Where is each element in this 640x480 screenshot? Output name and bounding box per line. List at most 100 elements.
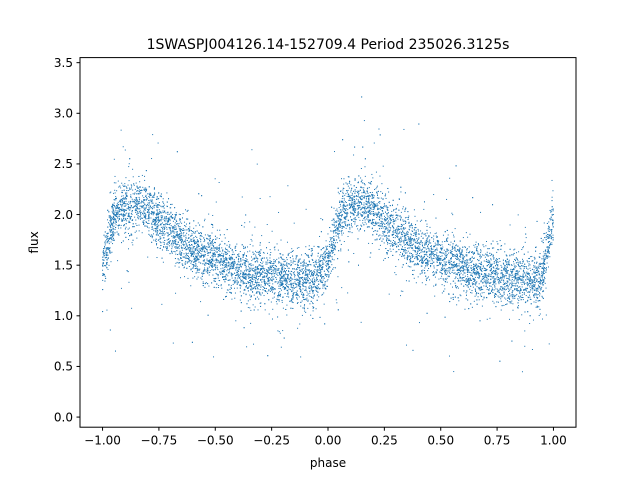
data-point — [388, 191, 390, 193]
data-point — [190, 235, 192, 237]
data-point — [320, 281, 322, 283]
data-point — [366, 191, 368, 193]
data-point — [243, 277, 245, 279]
data-point — [178, 226, 180, 228]
data-point — [173, 225, 175, 227]
data-point — [223, 255, 225, 257]
data-point — [340, 205, 342, 207]
data-point — [284, 274, 286, 276]
data-point — [472, 267, 474, 269]
data-point — [201, 243, 203, 245]
data-point — [363, 206, 365, 208]
data-point — [384, 228, 386, 230]
data-point — [123, 219, 125, 221]
data-point — [270, 301, 272, 303]
data-point — [454, 264, 456, 266]
data-point — [544, 277, 546, 279]
data-point — [297, 261, 299, 263]
data-point — [347, 204, 349, 206]
data-point — [230, 259, 232, 261]
data-point — [543, 290, 545, 292]
data-point — [396, 251, 398, 253]
data-point — [322, 247, 324, 249]
data-point — [533, 289, 535, 291]
data-point — [399, 240, 401, 242]
data-point — [331, 230, 333, 232]
data-point — [268, 284, 270, 286]
data-point — [432, 248, 434, 250]
data-point — [524, 345, 526, 347]
data-point — [236, 243, 238, 245]
data-point — [119, 199, 121, 201]
data-point — [420, 255, 422, 257]
data-point — [154, 225, 156, 227]
data-point — [530, 284, 532, 286]
data-point — [282, 307, 284, 309]
data-point — [331, 243, 333, 245]
data-point — [218, 260, 220, 262]
data-point — [305, 208, 307, 210]
data-point — [200, 301, 202, 303]
data-point — [187, 277, 189, 279]
data-point — [338, 230, 340, 232]
data-point — [412, 243, 414, 245]
data-point — [508, 318, 510, 320]
data-point — [219, 272, 221, 274]
data-point — [312, 307, 314, 309]
data-point — [381, 215, 383, 217]
data-point — [252, 304, 254, 306]
data-point — [154, 193, 156, 195]
data-point — [535, 267, 537, 269]
data-point — [132, 244, 134, 246]
data-point — [481, 270, 483, 272]
data-point — [526, 290, 527, 292]
data-point — [511, 281, 513, 283]
data-point — [277, 268, 279, 270]
data-point — [527, 275, 528, 277]
data-point — [312, 262, 314, 264]
data-point — [313, 283, 315, 285]
data-point — [346, 213, 348, 215]
data-point — [186, 229, 188, 231]
data-point — [180, 254, 182, 256]
data-point — [501, 270, 503, 272]
data-point — [175, 247, 177, 249]
data-point — [310, 270, 312, 272]
data-point — [226, 252, 228, 254]
data-point — [129, 201, 131, 203]
data-point — [456, 274, 458, 276]
data-point — [402, 290, 404, 292]
data-point — [151, 234, 153, 236]
data-point — [179, 214, 181, 216]
data-point — [329, 256, 331, 258]
data-point — [328, 257, 330, 259]
data-point — [412, 230, 414, 232]
data-point — [534, 285, 536, 287]
data-point — [283, 275, 285, 277]
data-point — [264, 270, 266, 272]
data-point — [128, 209, 130, 211]
data-point — [270, 252, 272, 254]
data-point — [363, 197, 365, 199]
data-point — [546, 256, 548, 258]
data-point — [437, 243, 439, 245]
data-point — [425, 243, 427, 245]
data-point — [172, 228, 174, 230]
data-point — [172, 229, 174, 231]
data-point — [521, 286, 523, 288]
data-point — [194, 232, 196, 234]
data-point — [511, 283, 513, 285]
data-point — [508, 261, 510, 263]
data-point — [504, 289, 506, 291]
data-point — [351, 232, 353, 234]
data-point — [339, 201, 341, 203]
data-point — [473, 283, 475, 285]
data-point — [183, 248, 185, 250]
data-point — [152, 134, 154, 136]
data-point — [368, 187, 370, 189]
data-point — [193, 237, 195, 238]
data-point — [196, 241, 198, 243]
data-point — [265, 263, 267, 265]
data-point — [466, 248, 468, 250]
data-point — [502, 274, 504, 276]
